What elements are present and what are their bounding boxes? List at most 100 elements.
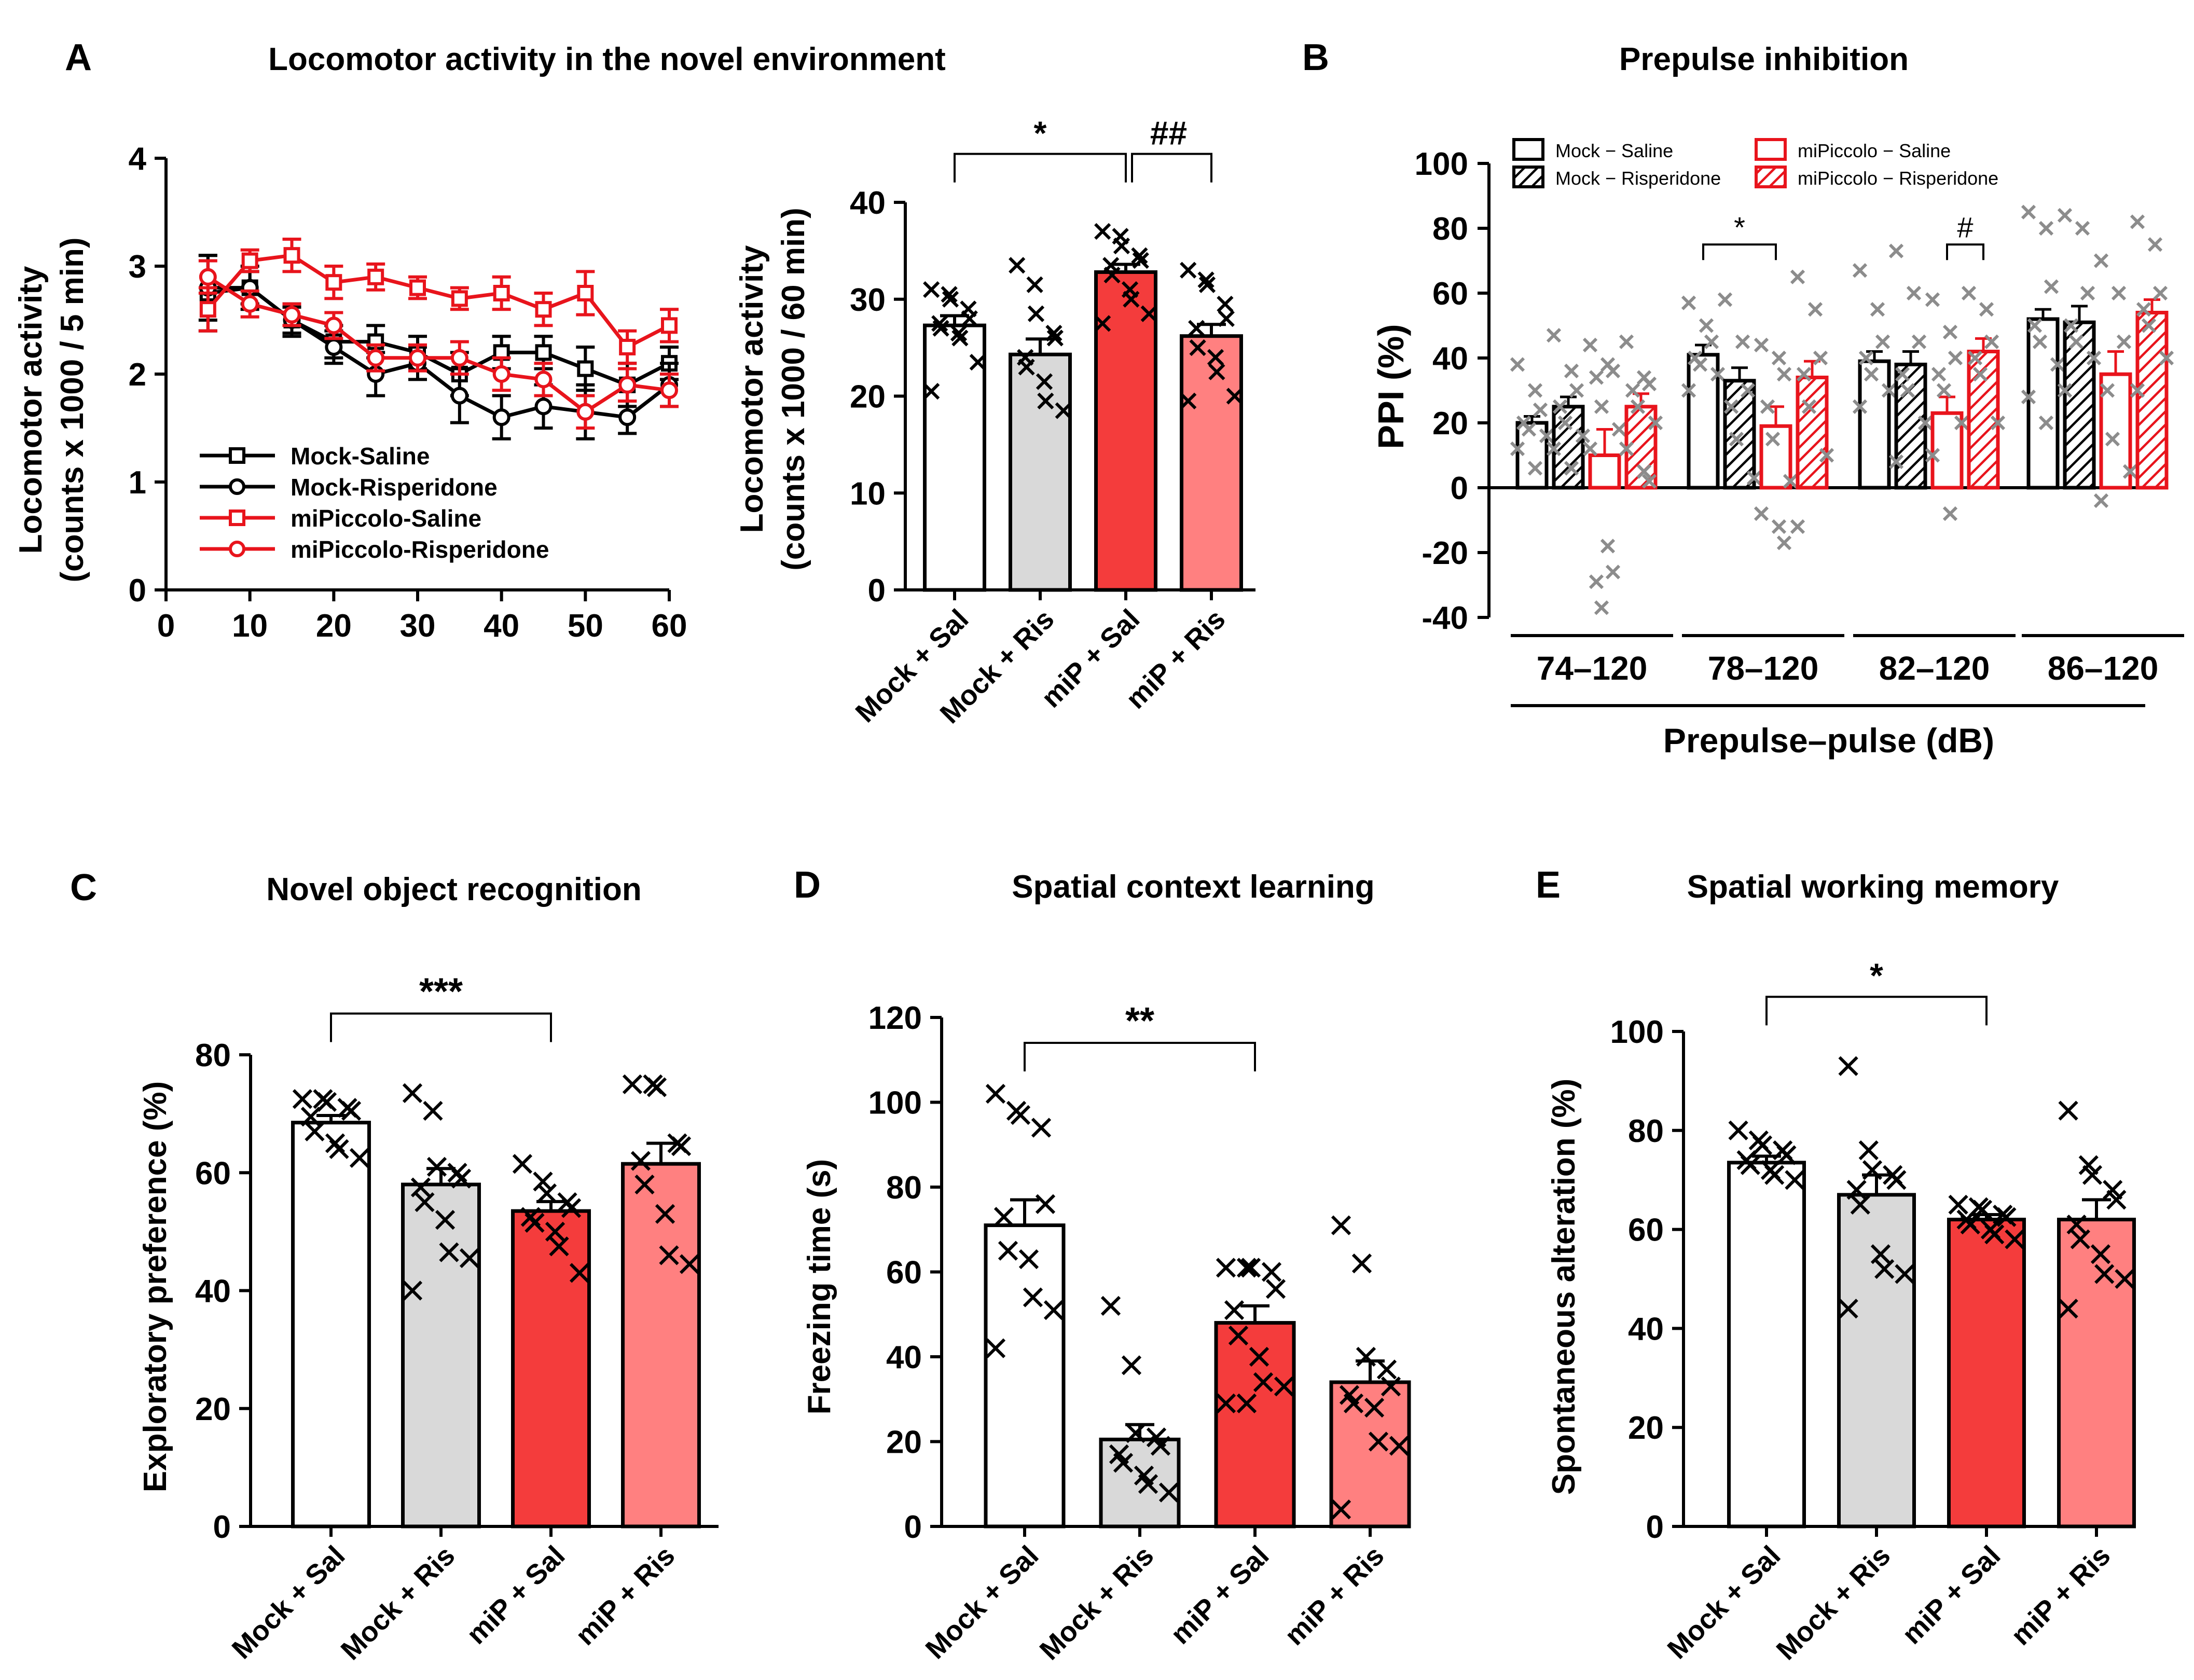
- data-point: [2130, 214, 2145, 229]
- data-point: [634, 1174, 655, 1195]
- y-axis-label: Spontaneous alteration (%): [1546, 1079, 1582, 1495]
- data-point: [409, 349, 426, 367]
- bar: [1687, 353, 1720, 490]
- data-point: [1846, 1180, 1867, 1200]
- significance-label: #: [1957, 211, 1973, 243]
- data-point: [1925, 448, 1940, 463]
- data-point: [1236, 1393, 1257, 1414]
- data-point: [679, 1254, 700, 1274]
- panel-title-b: Prepulse inhibition: [1619, 42, 1909, 77]
- data-point: [1625, 383, 1640, 398]
- error-bar: [2144, 298, 2160, 313]
- data-point: [1253, 1372, 1274, 1393]
- data-point: [1594, 399, 1609, 414]
- data-point: [659, 1245, 679, 1265]
- data-point: [1819, 448, 1834, 463]
- data-point: [1249, 1346, 1270, 1367]
- data-point: [1564, 461, 1579, 476]
- panel-title-d: Spatial context learning: [1012, 869, 1374, 905]
- data-point: [1630, 399, 1646, 414]
- significance-label: **: [1125, 1000, 1154, 1042]
- data-point: [671, 1136, 692, 1156]
- y-tick-label: 0: [129, 573, 146, 609]
- error-bar: [1010, 1198, 1039, 1225]
- data-point: [951, 329, 969, 347]
- data-point: [283, 247, 300, 264]
- data-point: [1954, 415, 1969, 431]
- data-point: [1870, 302, 1885, 317]
- bar: [401, 1182, 481, 1528]
- data-point: [439, 1242, 459, 1262]
- legend-label: Mock-Risperidone: [291, 474, 498, 501]
- y-tick-label: 0: [868, 573, 886, 609]
- data-point: [618, 408, 637, 426]
- data-point: [1539, 428, 1554, 444]
- panel-label-d: D: [794, 864, 821, 906]
- data-point: [1546, 328, 1562, 343]
- panel-label-a: A: [65, 37, 92, 78]
- data-point: [1754, 337, 1769, 353]
- data-point: [1948, 350, 1963, 366]
- data-point: [1886, 1170, 1907, 1190]
- data-point: [1960, 1214, 1980, 1235]
- data-point: [1569, 383, 1584, 398]
- data-point: [409, 279, 426, 296]
- error-bar: [1768, 405, 1784, 426]
- legend-marker: [229, 478, 245, 495]
- y-tick-label: 4: [129, 141, 147, 177]
- x-tick-label: 50: [568, 608, 603, 644]
- significance-label: ##: [1150, 115, 1187, 152]
- y-axis-label: Exploratory preference (%): [137, 1081, 173, 1492]
- data-point: [367, 349, 385, 367]
- panel-b-chart: B Prepulse inhibition PPI (%) Prepulse–p…: [1302, 37, 2184, 760]
- data-point: [300, 1107, 321, 1127]
- data-point: [1936, 383, 1952, 398]
- data-point: [2058, 1100, 2078, 1121]
- group-label: 82–120: [1879, 650, 1990, 687]
- data-point: [1765, 432, 1781, 447]
- y-tick-label: 0: [904, 1509, 922, 1545]
- data-point: [1138, 1474, 1158, 1494]
- data-point: [2116, 334, 2132, 349]
- data-point: [1226, 388, 1243, 405]
- data-point: [1582, 441, 1598, 457]
- data-point: [1018, 359, 1035, 376]
- data-point: [1351, 1254, 1372, 1274]
- panel-d-chart: D Spatial context learning Freezing time…: [794, 864, 1411, 1666]
- data-point: [993, 1207, 1014, 1227]
- data-point: [2086, 350, 2102, 366]
- y-tick-label: 3: [129, 249, 146, 285]
- data-point: [985, 1084, 1006, 1104]
- significance-label: *: [1034, 115, 1047, 152]
- legend-marker: [229, 509, 245, 526]
- y-tick-label: 30: [850, 282, 886, 318]
- x-tick-label: 40: [484, 608, 519, 644]
- bar: [1009, 352, 1072, 592]
- error-bar: [2082, 1198, 2111, 1220]
- legend-label: miPiccolo − Saline: [1798, 140, 1951, 161]
- bar: [1796, 376, 1829, 490]
- data-point: [2068, 334, 2084, 349]
- data-point: [1771, 519, 1787, 534]
- data-point: [1125, 1423, 1146, 1443]
- data-point: [1740, 383, 1756, 398]
- bar: [984, 1223, 1066, 1528]
- data-point: [1261, 1262, 1282, 1282]
- data-point: [2130, 383, 2145, 398]
- bar: [923, 323, 986, 592]
- group-label: 78–120: [1708, 650, 1819, 687]
- data-point: [534, 397, 553, 416]
- data-point: [1881, 383, 1897, 398]
- data-point: [1906, 285, 1922, 301]
- data-point: [1240, 1258, 1261, 1278]
- data-point: [1636, 464, 1652, 479]
- y-axis-label: Freezing time (s): [802, 1159, 837, 1415]
- data-point: [1681, 295, 1696, 310]
- data-point: [2093, 493, 2109, 508]
- data-point: [1381, 1376, 1401, 1397]
- data-point: [459, 1248, 480, 1269]
- legend-label: miPiccolo-Risperidone: [291, 536, 549, 563]
- data-point: [535, 301, 552, 318]
- data-point: [1611, 422, 1627, 437]
